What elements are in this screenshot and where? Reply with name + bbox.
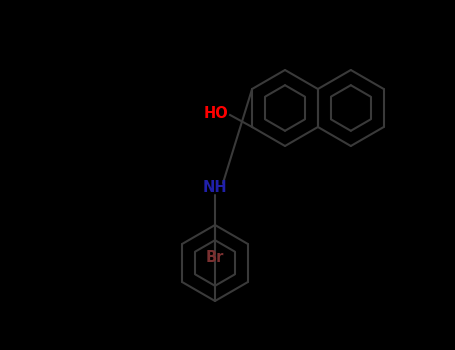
Text: Br: Br: [206, 250, 224, 265]
Text: HO: HO: [204, 105, 228, 120]
Text: NH: NH: [202, 181, 228, 196]
